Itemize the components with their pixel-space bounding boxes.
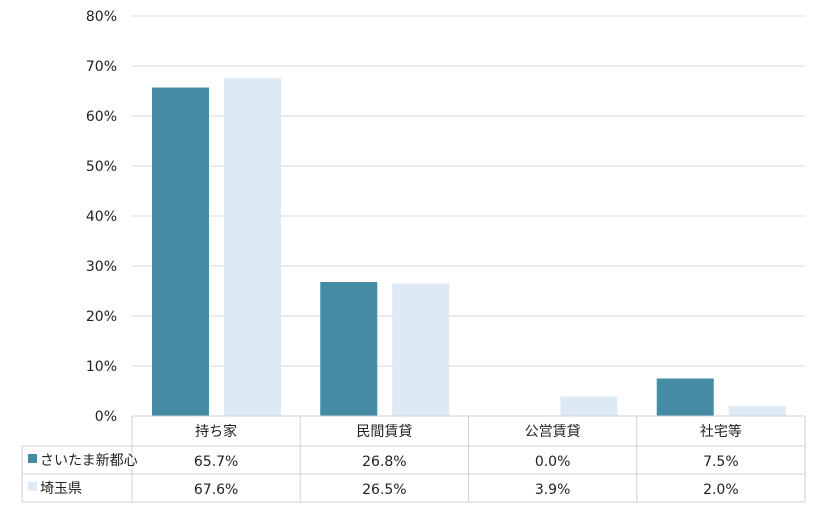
bar-series2 [392,283,450,416]
data-label: 3.9% [535,482,571,498]
bar-series2 [728,406,786,416]
bar-series1 [320,282,378,416]
y-tick-label: 80% [86,9,117,25]
data-label: 7.5% [703,454,739,470]
data-label: 26.5% [362,482,406,498]
legend-swatch [28,482,37,491]
bar-series1 [656,378,714,416]
legend-label: さいたま新都心 [40,453,138,469]
y-tick-label: 0% [95,409,117,425]
data-label: 67.6% [194,482,238,498]
y-tick-label: 40% [86,209,117,225]
y-tick-label: 60% [86,109,117,125]
bar-series2 [560,396,618,416]
y-tick-label: 50% [86,159,117,175]
y-tick-label: 10% [86,359,117,375]
x-category-label: 持ち家 [195,423,237,440]
y-tick-label: 70% [86,59,117,75]
bar-series2 [224,78,281,416]
x-category-label: 公営賃貸 [525,424,581,440]
bar-series1 [152,87,209,416]
y-tick-label: 20% [86,309,117,325]
legend-swatch [28,454,37,463]
data-label: 26.8% [362,454,406,470]
data-label: 0.0% [535,454,571,470]
y-tick-label: 30% [86,259,117,275]
legend-label: 埼玉県 [40,481,82,497]
x-category-label: 社宅等 [700,423,742,440]
data-label: 65.7% [194,454,238,470]
x-category-label: 民間賃貸 [356,424,412,440]
data-label: 2.0% [703,482,739,498]
